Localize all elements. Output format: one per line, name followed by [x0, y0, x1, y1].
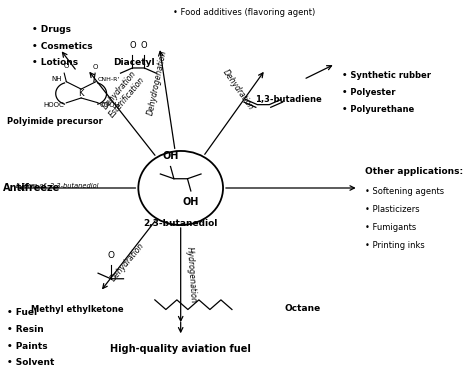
Text: O: O	[92, 64, 98, 70]
Text: Dehydration: Dehydration	[109, 241, 146, 283]
Text: O: O	[107, 251, 114, 260]
Text: • Plasticizers: • Plasticizers	[365, 205, 419, 214]
Text: • Printing inks: • Printing inks	[365, 241, 425, 250]
Text: • Food additives (flavoring agent): • Food additives (flavoring agent)	[173, 8, 315, 17]
Text: Dehydrogenation: Dehydrogenation	[146, 49, 169, 116]
Text: High-quality aviation fuel: High-quality aviation fuel	[110, 344, 251, 354]
Text: Octane: Octane	[284, 304, 321, 313]
Text: COOH: COOH	[100, 102, 120, 108]
Text: Hydrogenation: Hydrogenation	[185, 247, 198, 303]
Circle shape	[138, 151, 223, 225]
Text: Dehydration
Esterification: Dehydration Esterification	[100, 68, 147, 119]
Text: O: O	[129, 41, 136, 50]
Text: • Softening agents: • Softening agents	[365, 187, 444, 196]
Text: CNH-R': CNH-R'	[98, 77, 120, 82]
Text: Other applications:: Other applications:	[365, 167, 463, 176]
Text: O: O	[64, 64, 69, 70]
Text: • Paints: • Paints	[7, 342, 48, 351]
Text: OH: OH	[182, 197, 199, 206]
Text: • Polyurethane: • Polyurethane	[342, 105, 414, 114]
Text: • Resin: • Resin	[7, 325, 44, 334]
Text: • Polyester: • Polyester	[342, 88, 395, 97]
Text: NH: NH	[52, 76, 62, 82]
Text: Antifreeze: Antifreeze	[3, 183, 60, 193]
Text: HOOC: HOOC	[44, 102, 64, 108]
Text: K: K	[78, 89, 84, 98]
Text: L-form of  2,3-butanediol: L-form of 2,3-butanediol	[16, 183, 98, 189]
Text: • Fuel: • Fuel	[7, 308, 37, 317]
Text: • Synthetic rubber: • Synthetic rubber	[342, 71, 431, 80]
Text: • Lotions: • Lotions	[32, 58, 79, 67]
Text: • Drugs: • Drugs	[32, 25, 72, 34]
Text: O: O	[141, 41, 147, 50]
Text: Diacetyl: Diacetyl	[113, 58, 155, 67]
Text: 1,3-butadiene: 1,3-butadiene	[255, 96, 321, 105]
Text: • Fumigants: • Fumigants	[365, 223, 416, 232]
Text: 2,3-butanediol: 2,3-butanediol	[144, 220, 218, 229]
Text: Polyimide precursor: Polyimide precursor	[7, 117, 103, 126]
Text: • Solvent: • Solvent	[7, 358, 55, 367]
Text: OH: OH	[162, 151, 179, 161]
Text: Dehydration: Dehydration	[220, 68, 255, 112]
Text: • Cosmetics: • Cosmetics	[32, 42, 93, 51]
Text: Methyl ethylketone: Methyl ethylketone	[31, 305, 123, 314]
